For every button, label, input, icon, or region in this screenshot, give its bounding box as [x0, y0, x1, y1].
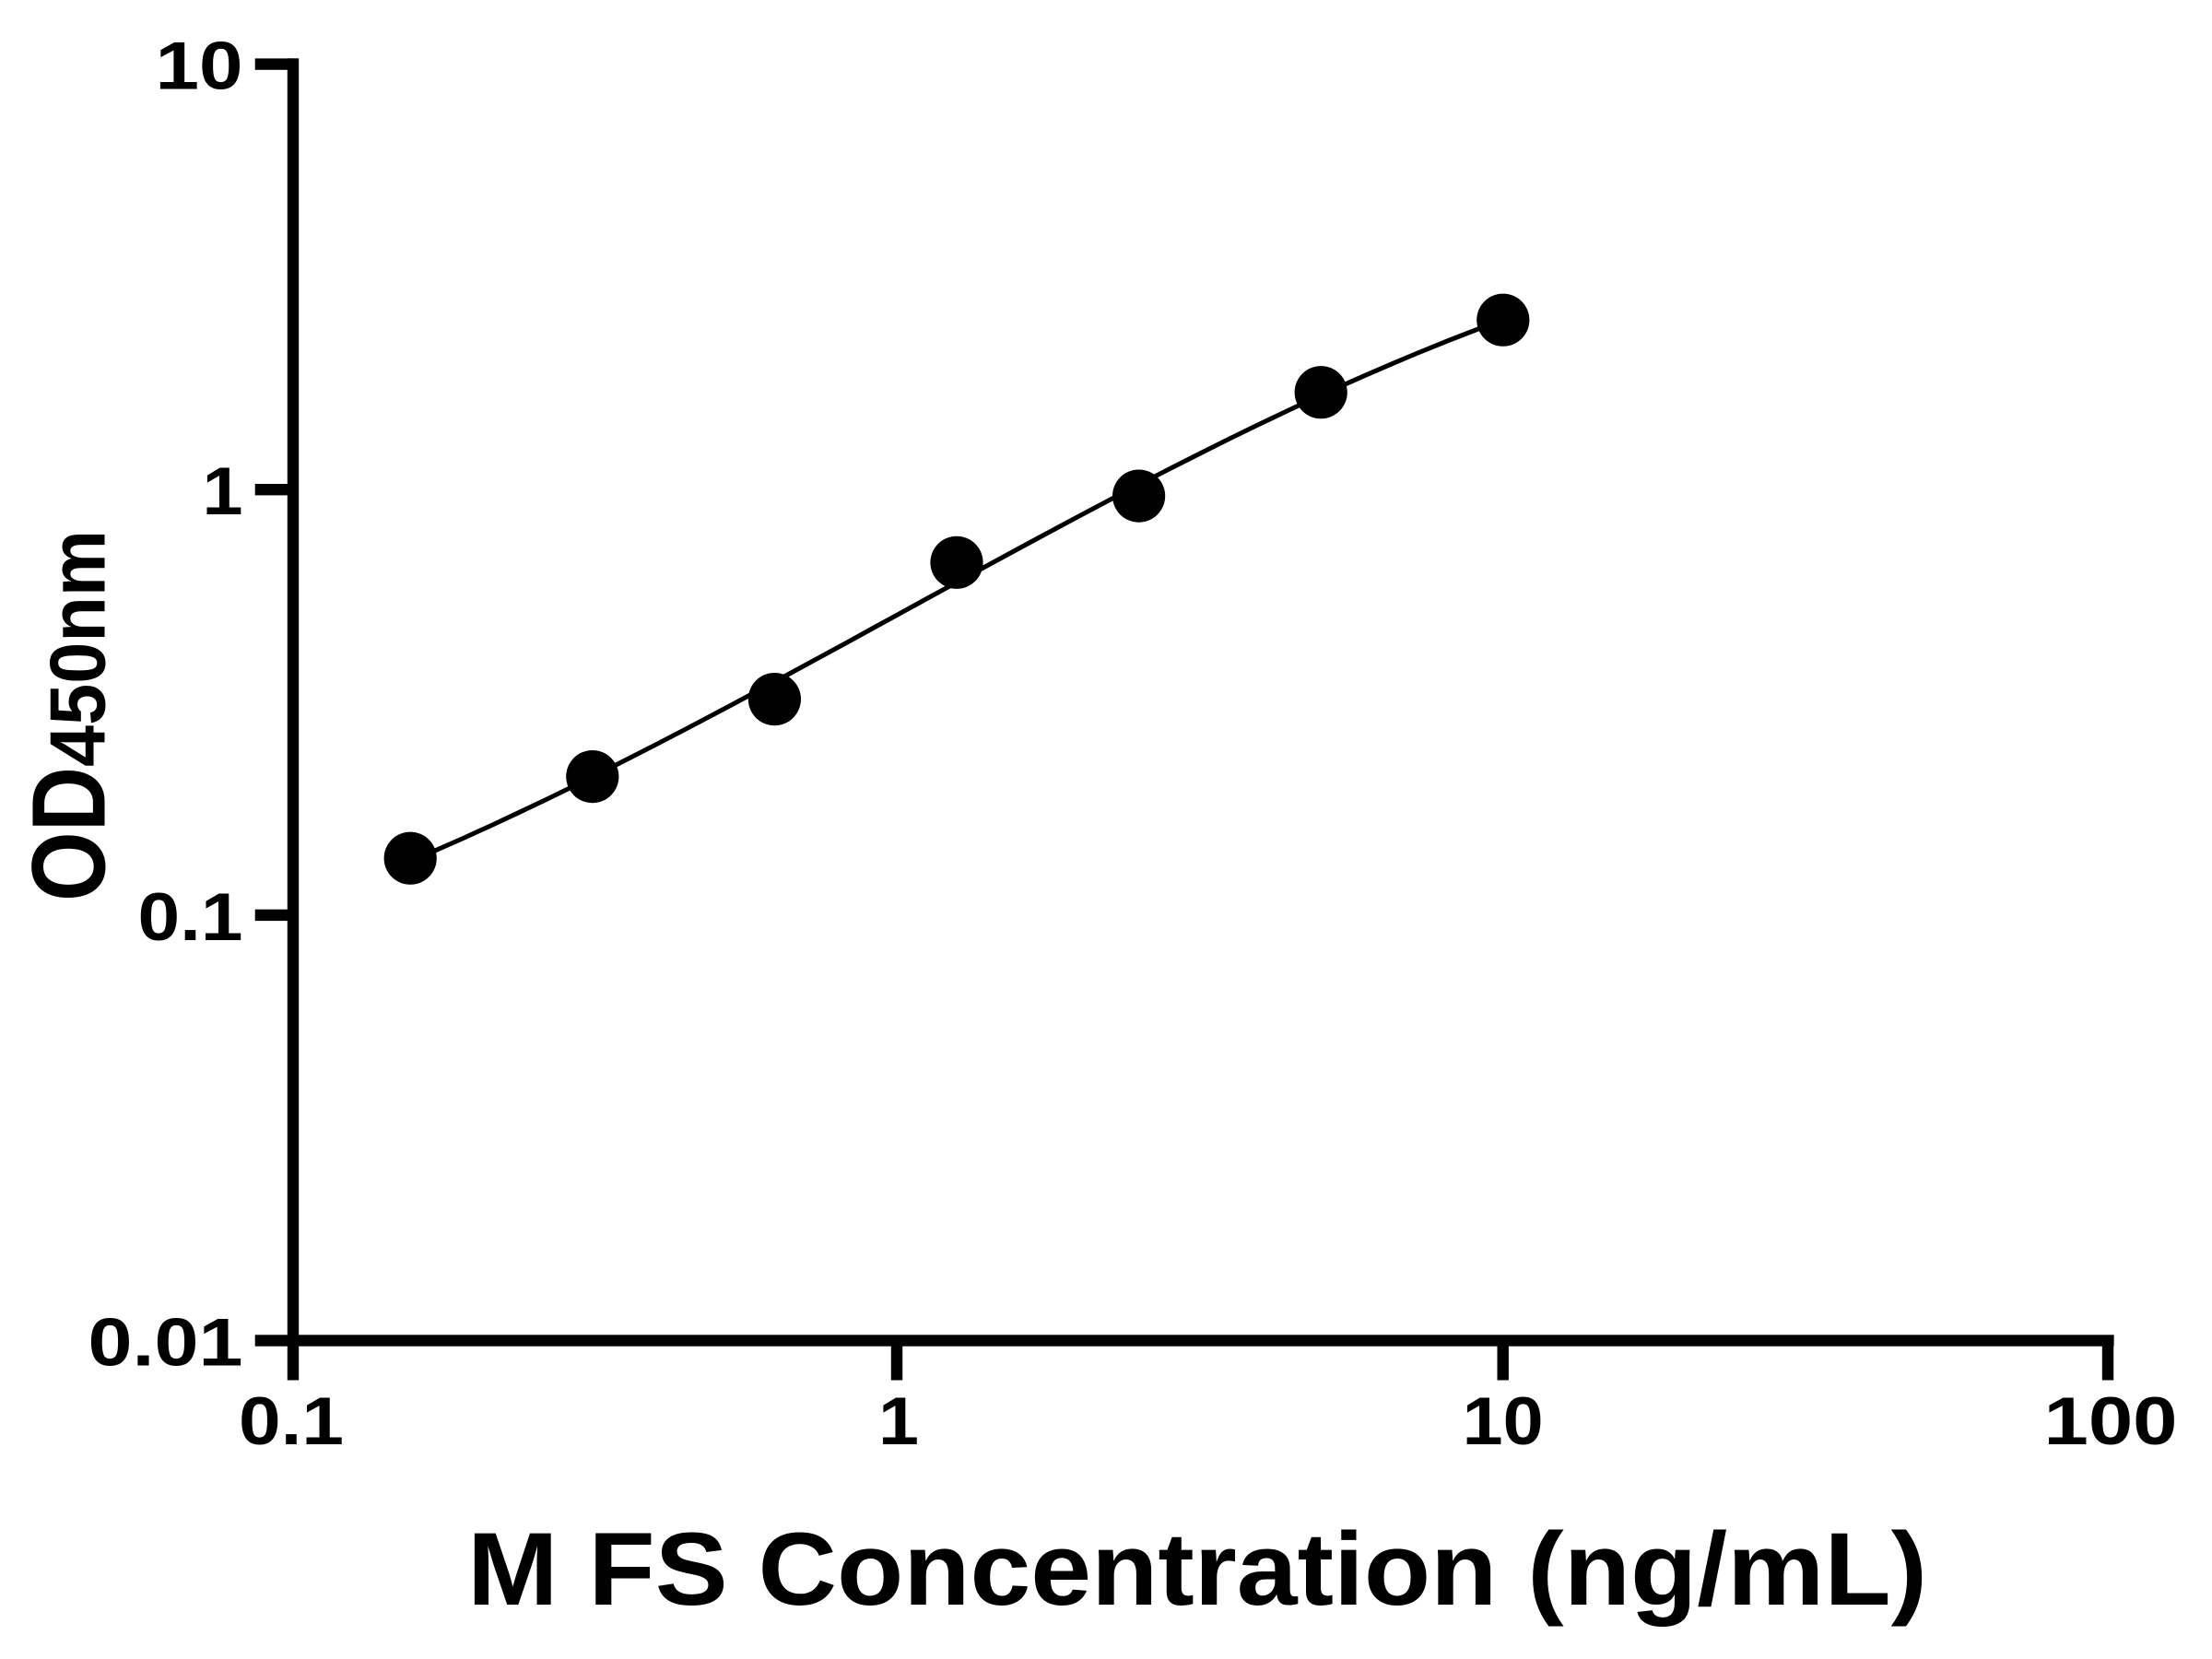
svg-text:M FS Concentration (ng/mL): M FS Concentration (ng/mL) — [467, 1512, 1927, 1627]
svg-text:10: 10 — [1463, 1384, 1544, 1459]
svg-text:100: 100 — [2044, 1384, 2178, 1459]
svg-text:1: 1 — [203, 454, 243, 529]
svg-text:OD: OD — [11, 767, 127, 901]
svg-text:450nm: 450nm — [35, 530, 123, 767]
svg-text:0.1: 0.1 — [239, 1384, 344, 1459]
svg-text:10: 10 — [156, 29, 243, 104]
svg-text:0.01: 0.01 — [88, 1306, 243, 1381]
svg-text:0.1: 0.1 — [138, 880, 243, 955]
svg-text:1: 1 — [878, 1384, 919, 1459]
